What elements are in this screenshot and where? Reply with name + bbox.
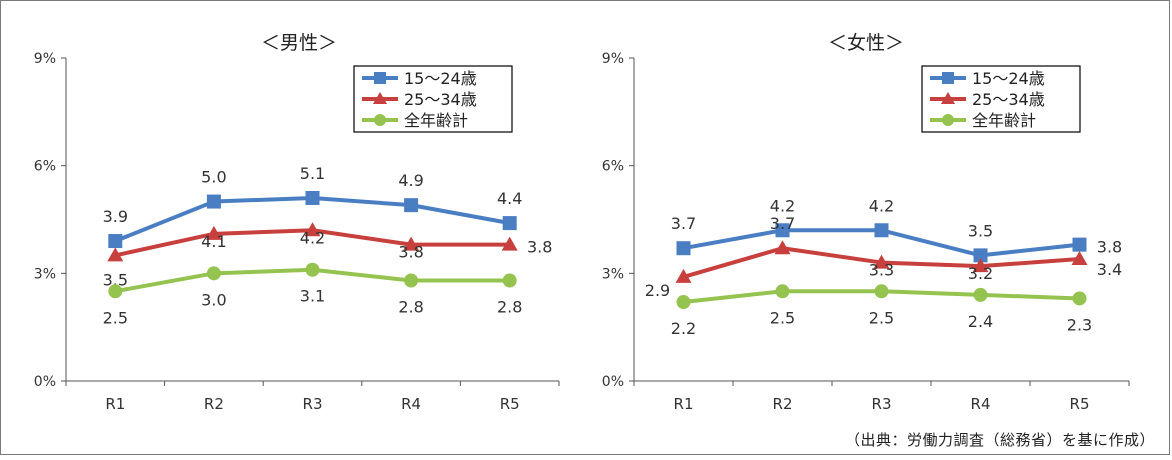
- x-tick-label: R4: [971, 395, 991, 413]
- chart-title: ＜女性＞: [828, 32, 904, 54]
- data-point: [206, 266, 221, 281]
- data-label: 4.9: [398, 171, 423, 190]
- y-tick-label: 0%: [602, 374, 624, 390]
- data-point: [108, 234, 123, 249]
- y-tick-label: 6%: [602, 159, 624, 175]
- data-point: [403, 236, 420, 251]
- data-label: 3.2: [968, 264, 993, 283]
- data-label: 4.1: [201, 232, 226, 251]
- data-label: 2.8: [398, 298, 423, 317]
- x-tick-label: R2: [773, 395, 793, 413]
- data-label: 2.5: [770, 308, 795, 327]
- x-tick-label: R5: [500, 395, 520, 413]
- legend-marker: [942, 72, 954, 84]
- x-tick-label: R4: [401, 395, 421, 413]
- data-label: 3.7: [770, 214, 795, 233]
- data-point: [973, 248, 988, 263]
- data-label: 2.2: [671, 319, 696, 338]
- data-label: 2.8: [497, 298, 522, 317]
- legend-marker: [374, 114, 386, 126]
- legend-label: 全年齢計: [404, 111, 468, 130]
- data-point: [304, 222, 321, 237]
- x-tick-label: R1: [105, 395, 125, 413]
- data-point: [206, 194, 221, 209]
- data-label: 3.3: [869, 261, 894, 280]
- data-point: [502, 273, 517, 288]
- data-label: 3.8: [1097, 238, 1122, 257]
- data-point: [1072, 237, 1087, 252]
- data-label: 3.1: [300, 287, 325, 306]
- data-label: 4.2: [770, 196, 795, 215]
- data-label: 2.5: [103, 308, 128, 327]
- data-point: [874, 223, 889, 238]
- data-label: 3.4: [1097, 260, 1122, 279]
- y-tick-label: 3%: [602, 266, 624, 282]
- data-point: [775, 284, 790, 299]
- x-tick-label: R2: [204, 395, 224, 413]
- data-point: [774, 240, 791, 255]
- data-point: [874, 284, 889, 299]
- data-label: 4.2: [869, 196, 894, 215]
- legend-marker: [373, 92, 387, 104]
- y-tick-label: 6%: [34, 159, 56, 175]
- data-point: [107, 247, 124, 262]
- data-label: 5.1: [300, 164, 325, 183]
- data-point: [305, 262, 320, 277]
- chart-panel-1: ＜男性＞ 0% 3% 6% 9% R1 R2 R3 R4 R5 3.9 5.0 5.1 4.9 4.4 3.5…: [34, 32, 560, 413]
- data-label: 3.5: [968, 221, 993, 240]
- data-point: [873, 254, 890, 269]
- data-point: [676, 295, 691, 310]
- legend-label: 25～34歳: [972, 90, 1045, 109]
- data-point: [404, 273, 419, 288]
- data-point: [501, 236, 518, 251]
- data-point: [775, 223, 790, 238]
- y-tick-label: 9%: [602, 51, 624, 67]
- source-note: （出典：労働力調査（総務省）を基に作成）: [844, 431, 1155, 449]
- data-label: 3.5: [103, 270, 128, 289]
- data-label: 3.9: [103, 207, 128, 226]
- legend-marker: [941, 92, 955, 104]
- data-label: 3.8: [527, 238, 552, 257]
- data-label: 4.4: [497, 189, 522, 208]
- data-label: 2.5: [869, 308, 894, 327]
- legend-label: 全年齢計: [972, 111, 1036, 130]
- legend-marker: [374, 72, 386, 84]
- data-point: [676, 241, 691, 256]
- y-tick-label: 3%: [34, 266, 56, 282]
- chart-title: ＜男性＞: [261, 32, 337, 54]
- data-label: 2.3: [1067, 315, 1092, 334]
- y-tick-label: 0%: [34, 374, 56, 390]
- data-point: [205, 225, 222, 240]
- legend-label: 25～34歳: [404, 90, 477, 109]
- data-point: [973, 287, 988, 302]
- data-point: [404, 198, 419, 213]
- y-tick-label: 9%: [34, 51, 56, 67]
- x-tick-label: R1: [674, 395, 694, 413]
- data-point: [108, 284, 123, 299]
- legend-label: 15～24歳: [404, 69, 477, 88]
- data-point: [675, 268, 692, 283]
- data-label: 3.7: [671, 214, 696, 233]
- data-point: [1072, 291, 1087, 306]
- x-tick-label: R5: [1070, 395, 1090, 413]
- data-point: [502, 216, 517, 231]
- data-label: 3.8: [398, 243, 423, 262]
- chart-panel-2: ＜女性＞0%3%6%9%R1 R2 R3 R4 R53.74.2 4.23.53.82.9…: [602, 32, 1130, 413]
- x-tick-label: R3: [303, 395, 323, 413]
- data-label: 4.2: [300, 228, 325, 247]
- legend-marker: [942, 114, 954, 126]
- x-tick-label: R3: [872, 395, 892, 413]
- data-point: [972, 258, 989, 273]
- data-label: 3.0: [201, 290, 226, 309]
- data-label: 2.4: [968, 312, 993, 331]
- legend-label: 15～24歳: [972, 69, 1045, 88]
- data-point: [305, 190, 320, 205]
- data-label: 2.9: [645, 281, 670, 300]
- data-point: [1071, 250, 1088, 265]
- data-label: 5.0: [201, 168, 226, 187]
